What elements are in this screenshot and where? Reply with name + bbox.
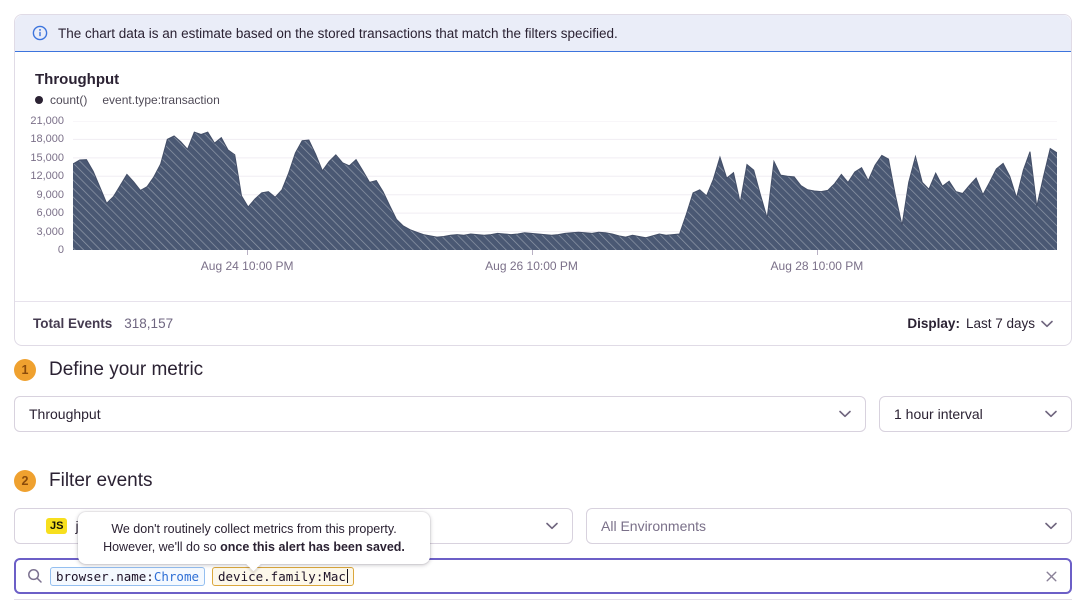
x-tick-label: Aug 28 10:00 PM: [770, 259, 864, 273]
chart-section: Throughput count() event.type:transactio…: [15, 52, 1071, 281]
environment-select[interactable]: All Environments: [586, 508, 1072, 544]
x-tick-label: Aug 26 10:00 PM: [485, 259, 578, 273]
interval-select-value: 1 hour interval: [894, 406, 983, 422]
text-cursor: [346, 569, 349, 583]
y-tick-label: 21,000: [30, 115, 64, 127]
step-2-badge: 2: [14, 470, 36, 492]
step-1-badge: 1: [14, 359, 36, 381]
display-period-dropdown[interactable]: Display: Last 7 days: [907, 316, 1053, 331]
tooltip-line-1: We don't routinely collect metrics from …: [111, 522, 397, 536]
area-chart-plot: [73, 121, 1057, 250]
legend-filter-label: event.type:transaction: [102, 93, 220, 107]
step-1-header: 1 Define your metric: [14, 359, 203, 381]
metric-select[interactable]: Throughput: [14, 396, 866, 432]
step-2-title: Filter events: [49, 470, 153, 491]
y-tick-label: 3,000: [36, 225, 64, 238]
y-tick-label: 6,000: [36, 207, 64, 220]
js-project-icon: JS: [46, 518, 68, 534]
chart-legend: count() event.type:transaction: [35, 93, 1059, 107]
chevron-down-icon: [1045, 522, 1057, 530]
y-axis: 0 3,000 6,000 9,000 12,000 15,000 18,000 21,000: [27, 115, 73, 256]
y-tick-label: 15,000: [30, 151, 64, 164]
metric-select-value: Throughput: [29, 406, 101, 422]
interval-select[interactable]: 1 hour interval: [879, 396, 1072, 432]
section-divider: [14, 599, 1072, 600]
x-axis: Aug 24 10:00 PM Aug 26 10:00 PM Aug 28 10:…: [73, 250, 1057, 280]
legend-dot-icon: [35, 96, 43, 104]
y-tick-label: 9,000: [36, 188, 64, 201]
legend-series-label: count(): [50, 93, 88, 107]
throughput-chart: 0 3,000 6,000 9,000 12,000 15,000 18,000 21,000…: [27, 115, 1059, 281]
x-tick-mark: [531, 250, 533, 255]
chevron-down-icon: [546, 522, 558, 530]
y-tick-label: 0: [57, 244, 64, 256]
metrics-tooltip: We don't routinely collect metrics from …: [78, 512, 430, 572]
tooltip-line-2: However, we'll do so once this alert has…: [103, 540, 405, 555]
clear-search-icon[interactable]: [1044, 569, 1059, 584]
filter-token-device-family[interactable]: device.family: Mac: [212, 566, 355, 586]
info-icon: [32, 25, 48, 41]
x-tick-label: Aug 24 10:00 PM: [200, 259, 294, 273]
x-tick-mark: [816, 250, 818, 255]
info-banner: The chart data is an estimate based on t…: [15, 15, 1071, 52]
filter-token-browser-name[interactable]: browser.name:Chrome: [50, 566, 205, 586]
y-tick-label: 18,000: [30, 133, 64, 146]
area-chart-svg: [73, 121, 1057, 250]
chevron-down-icon: [839, 410, 851, 418]
step-2-header: 2 Filter events: [14, 470, 152, 492]
display-label: Display:: [907, 316, 960, 331]
x-tick-mark: [247, 250, 249, 255]
chart-title: Throughput: [35, 71, 120, 88]
display-value: Last 7 days: [965, 316, 1035, 331]
chevron-down-icon: [1041, 320, 1053, 328]
banner-text: The chart data is an estimate based on t…: [58, 25, 618, 41]
environment-select-value: All Environments: [601, 518, 707, 534]
step-1-title: Define your metric: [49, 359, 204, 380]
search-input[interactable]: browser.name:Chrome device.family: Mac: [14, 558, 1072, 594]
chart-card: The chart data is an estimate based on t…: [14, 14, 1072, 346]
chevron-down-icon: [1045, 410, 1057, 418]
chart-footer: Total Events 318,157 Display: Last 7 day…: [15, 301, 1071, 345]
search-icon: [27, 568, 43, 584]
total-events-label: Total Events: [33, 316, 113, 331]
y-tick-label: 12,000: [30, 170, 64, 183]
total-events-value: 318,157: [124, 316, 174, 331]
